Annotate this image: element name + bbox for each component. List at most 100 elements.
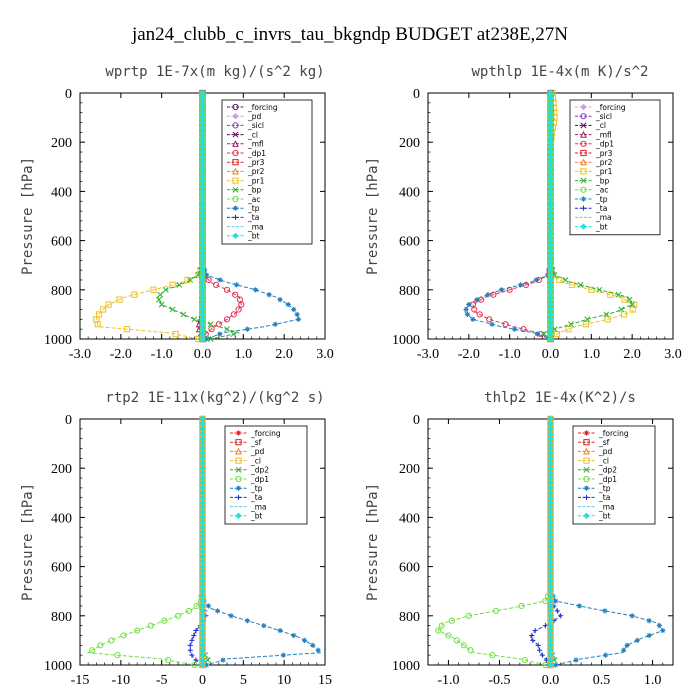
data-point — [215, 321, 222, 328]
legend-item: _ta — [578, 493, 610, 502]
data-point — [542, 623, 548, 629]
legend-marker — [235, 475, 242, 483]
x-tick-label: -15 — [71, 673, 90, 688]
data-point — [150, 286, 157, 293]
legend-box — [569, 99, 661, 236]
x-tick-label: -0.5 — [488, 673, 510, 688]
legend-marker — [232, 214, 239, 220]
legend-item: _bp — [575, 176, 610, 185]
legend-label: _tp — [595, 195, 608, 204]
y-tick-label: 0 — [413, 413, 420, 428]
data-point — [615, 291, 622, 298]
data-point — [621, 296, 628, 303]
data-point — [213, 281, 220, 288]
legend-item: _pd — [578, 447, 613, 456]
legend-label: _dp2 — [598, 466, 617, 475]
legend-item: _dp1 — [575, 140, 614, 149]
y-tick-label: 400 — [399, 185, 420, 200]
y-tick-label: 0 — [65, 87, 72, 102]
data-point — [193, 627, 199, 634]
legend-marker — [583, 475, 590, 483]
data-point — [204, 657, 211, 664]
legend-label: _sicl — [595, 112, 612, 121]
y-tick-label: 800 — [399, 610, 420, 625]
legend-item: _tp — [230, 484, 263, 493]
data-point — [252, 287, 259, 293]
data-point — [193, 602, 200, 610]
legend-item: _forcing — [230, 429, 281, 438]
data-point — [554, 608, 560, 614]
data-point — [238, 301, 245, 308]
data-point — [261, 623, 267, 629]
data-point — [155, 296, 162, 303]
legend-label: _ta — [250, 493, 262, 502]
data-point — [547, 335, 554, 343]
data-point — [474, 297, 480, 303]
legend-marker — [583, 512, 590, 519]
legend-marker — [232, 186, 239, 193]
y-axis-label: Pressure [hPa] — [20, 483, 36, 601]
legend-label: _dp1 — [598, 475, 617, 484]
legend-label: _ma — [250, 502, 267, 511]
series-ta — [529, 416, 564, 668]
data-point — [584, 316, 591, 323]
data-point — [470, 316, 476, 322]
y-tick-label: 200 — [51, 136, 72, 151]
legend-label: _sicl — [247, 121, 264, 130]
legend-marker — [580, 140, 587, 147]
panel-thlp2: thlp2 1E-4x(K^2)/s Pressure [hPa] -1.0 -0… — [365, 390, 674, 688]
data-point — [244, 326, 251, 332]
legend-marker — [583, 447, 590, 455]
legend-label: _forcing — [595, 103, 626, 112]
data-point — [172, 330, 179, 338]
data-point — [230, 331, 237, 338]
data-point — [203, 272, 210, 278]
data-point — [105, 301, 112, 308]
data-point — [596, 286, 603, 293]
legend-label: _ac — [247, 195, 260, 204]
legend-label: _mfl — [595, 130, 612, 139]
legend-marker — [580, 113, 587, 120]
legend-label: _dp2 — [250, 466, 269, 475]
x-tick-label: -1.0 — [499, 347, 521, 362]
y-tick-label: 1000 — [44, 333, 72, 348]
data-point — [435, 627, 442, 634]
legend-marker — [580, 205, 587, 211]
data-point — [629, 613, 635, 619]
x-tick-label: 1.0 — [235, 347, 253, 362]
data-point — [199, 335, 206, 343]
legend-marker — [232, 131, 239, 138]
panel-title: wpthlp 1E-4x(m K)/s^2 — [471, 64, 648, 80]
y-tick-label: 600 — [51, 235, 72, 250]
legend-item: _sf — [578, 438, 610, 447]
data-point — [520, 326, 527, 333]
data-point — [235, 306, 242, 313]
data-point — [453, 637, 461, 644]
legend-label: _cl — [595, 121, 606, 130]
y-tick-label: 400 — [51, 185, 72, 200]
legend-marker — [235, 447, 242, 455]
data-point — [187, 277, 194, 283]
data-point — [541, 331, 547, 338]
legend-marker — [235, 430, 242, 436]
legend-item: _pr1 — [575, 167, 613, 176]
legend-label: _tp — [250, 484, 263, 493]
x-tick-label: -5 — [156, 673, 168, 688]
data-point — [291, 306, 297, 313]
data-point — [460, 642, 467, 649]
x-tick-label: 10 — [277, 673, 291, 688]
legend-marker — [583, 457, 590, 464]
data-point — [573, 657, 579, 663]
x-tick-label: 15 — [318, 673, 332, 688]
legend: _forcing_sf_pd_cl_dp2_dp1_tp_ta_ma_bt — [224, 425, 308, 525]
data-point — [295, 316, 302, 322]
data-point — [116, 296, 123, 303]
data-point — [576, 603, 583, 609]
data-point — [277, 297, 283, 303]
data-point — [285, 301, 291, 308]
legend-marker — [232, 232, 239, 239]
legend-label: _forcing — [250, 429, 281, 438]
legend-item: _bt — [575, 222, 608, 231]
legend-item: _ta — [227, 213, 259, 222]
legend-marker — [583, 485, 590, 491]
